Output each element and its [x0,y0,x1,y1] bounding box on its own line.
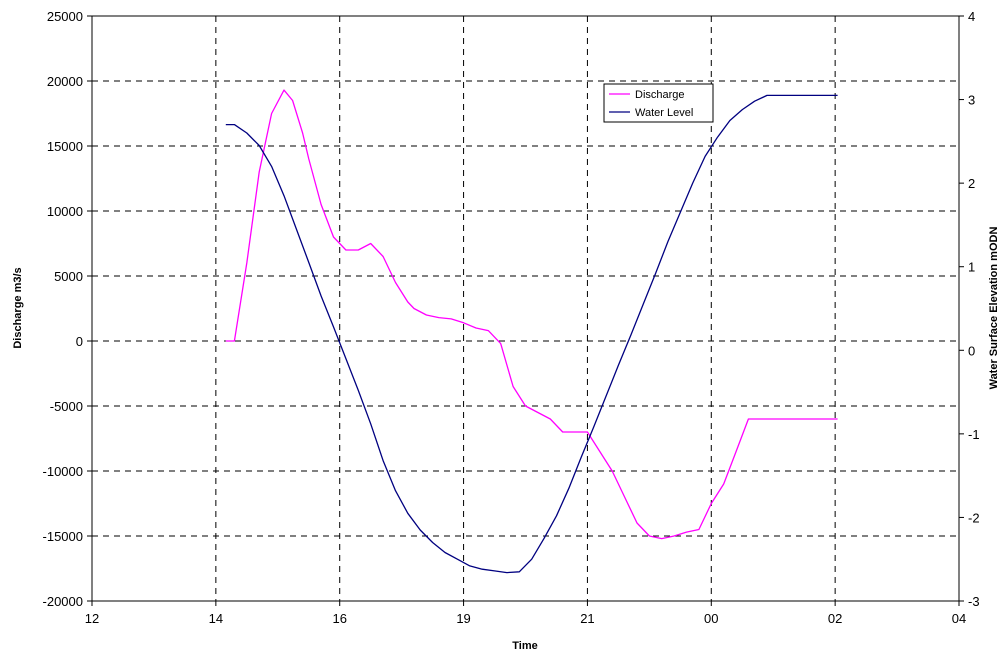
y2-tick-label: 3 [968,93,975,108]
x-tick-label: 02 [828,611,842,626]
legend-box [603,83,714,123]
gridlines [92,16,959,601]
x-tick-label: 04 [952,611,966,626]
series-layer [225,89,838,574]
y-tick-label: 10000 [47,204,83,219]
x-tick-label: 21 [580,611,594,626]
y-tick-label: 20000 [47,74,83,89]
y2-tick-label: 2 [968,176,975,191]
y2-tick-label: -3 [968,594,980,609]
y2-axis-title: Water Surface Elevation mODN [988,227,1000,390]
y2-tick-label: -1 [968,427,980,442]
x-axis-title: Time [512,640,537,652]
x-tick-label: 14 [209,611,223,626]
y2-tick-label: 0 [968,343,975,358]
legend-label-water-level: Water Level [635,107,693,119]
y2-tick-label: 1 [968,260,975,275]
series-line-discharge [225,89,838,540]
y-axis-left: -20000 -15000 -10000 -5000 0 5000 10000 15000 20… [43,9,92,609]
y-tick-label: -15000 [43,529,83,544]
legend: Discharge Water Level [603,83,714,123]
x-tick-label: 12 [85,611,99,626]
x-axis: 12 14 16 19 21 00 02 04 [85,601,966,626]
plot-frame [91,15,960,602]
y2-tick-label: 4 [968,9,975,24]
y-tick-label: 15000 [47,139,83,154]
y-tick-label: 0 [76,334,83,349]
y-tick-label: 5000 [54,269,83,284]
y-tick-label: 25000 [47,9,83,24]
legend-label-discharge: Discharge [635,89,685,101]
y-tick-label: -20000 [43,594,83,609]
y-axis-title: Discharge m3/s [12,267,24,348]
x-tick-label: 19 [456,611,470,626]
y-tick-label: -10000 [43,464,83,479]
y-axis-right: -3 -2 -1 0 1 2 3 4 [959,9,980,609]
x-tick-label: 00 [704,611,718,626]
series-line-water-level [225,94,838,574]
y2-tick-label: -2 [968,510,980,525]
y-tick-label: -5000 [50,399,83,414]
x-tick-label: 16 [332,611,346,626]
